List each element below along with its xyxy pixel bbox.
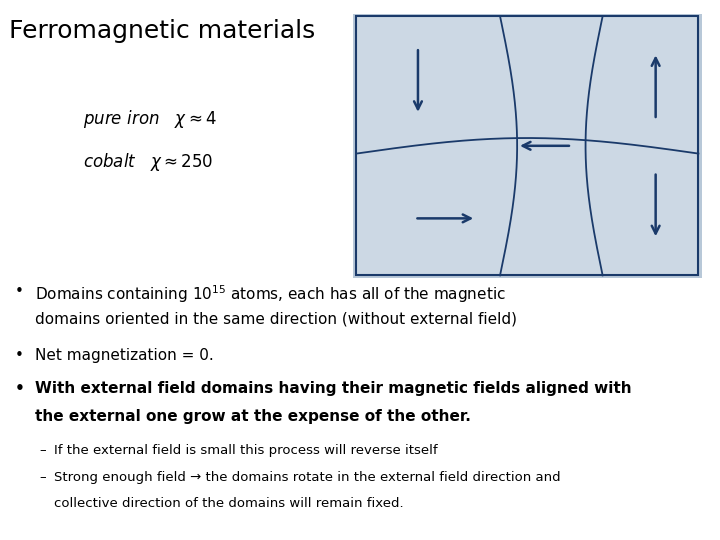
Text: collective direction of the domains will remain fixed.: collective direction of the domains will… — [54, 497, 404, 510]
Bar — [356, 16, 698, 275]
Text: •: • — [14, 348, 23, 363]
Text: Strong enough field → the domains rotate in the external field direction and: Strong enough field → the domains rotate… — [54, 471, 561, 484]
Text: If the external field is small this process will reverse itself: If the external field is small this proc… — [54, 444, 438, 457]
Text: domains oriented in the same direction (without external field): domains oriented in the same direction (… — [35, 312, 516, 327]
Text: $\mathit{cobalt}$$\quad \chi \approx 250$: $\mathit{cobalt}$$\quad \chi \approx 250… — [83, 151, 213, 173]
Text: –: – — [40, 444, 46, 457]
Text: Net magnetization = 0.: Net magnetization = 0. — [35, 348, 213, 363]
Bar — [353, 14, 702, 278]
Text: With external field domains having their magnetic fields aligned with: With external field domains having their… — [35, 381, 631, 396]
Text: $\mathit{pure\ iron}$$\quad \chi \approx 4$: $\mathit{pure\ iron}$$\quad \chi \approx… — [83, 108, 217, 130]
Text: –: – — [40, 471, 46, 484]
Text: Ferromagnetic materials: Ferromagnetic materials — [9, 19, 315, 43]
Text: the external one grow at the expense of the other.: the external one grow at the expense of … — [35, 409, 470, 424]
Text: •: • — [14, 284, 23, 299]
Text: Domains containing 10$^{15}$ atoms, each has all of the magnetic: Domains containing 10$^{15}$ atoms, each… — [35, 284, 505, 305]
Text: •: • — [14, 381, 24, 396]
